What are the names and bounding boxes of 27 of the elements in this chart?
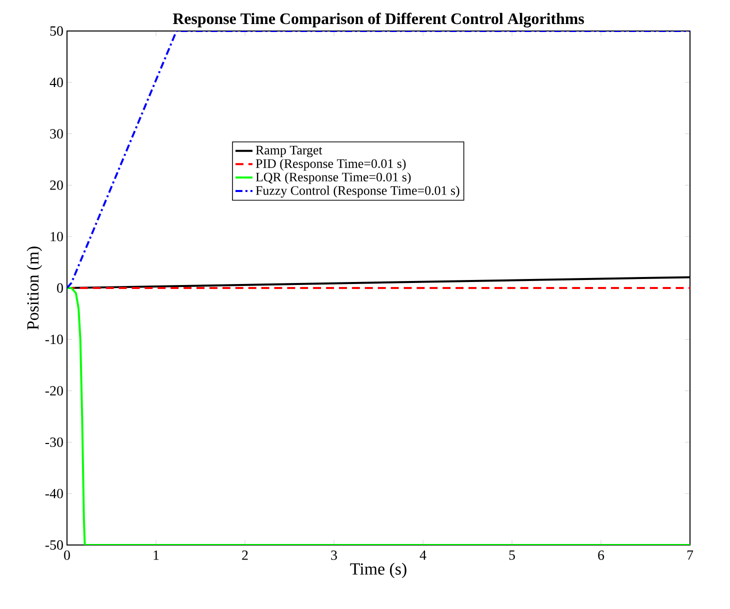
y-tick-label: -10 — [45, 334, 63, 344]
y-tick-label: 50 — [50, 26, 63, 36]
y-tick-label: -20 — [45, 386, 63, 396]
x-tick-label: 4 — [420, 550, 426, 560]
y-tick-label: -40 — [45, 488, 63, 498]
y-tick-label: 40 — [50, 78, 63, 88]
x-tick-label: 2 — [242, 550, 248, 560]
x-tick-label: 3 — [331, 550, 337, 560]
x-tick-label: 7 — [687, 550, 694, 560]
x-tick-label: 1 — [154, 550, 159, 560]
legend-label: Ramp Target — [256, 146, 322, 158]
line-series — [67, 287, 690, 545]
x-axis-title: Time (s) — [350, 562, 406, 578]
y-tick-label: -30 — [45, 437, 63, 447]
legend-label: PID (Response Time=0.01 s) — [256, 158, 406, 171]
y-tick-label: 10 — [50, 232, 63, 242]
y-tick-label: 20 — [50, 180, 63, 190]
x-tick-label: 0 — [64, 550, 70, 560]
chart-title: Response Time Comparison of Different Control Algorithms — [172, 12, 584, 28]
x-tick-label: 5 — [509, 550, 515, 560]
y-tick-label: -50 — [45, 540, 63, 550]
y-tick-label: 30 — [50, 129, 63, 139]
y-axis-title: Position (m) — [26, 246, 42, 330]
y-tick-label: 0 — [57, 283, 63, 293]
x-tick-label: 6 — [598, 550, 604, 560]
legend-label: LQR (Response Time=0.01 s) — [256, 172, 411, 184]
legend-label: Fuzzy Control (Response Time=0.01 s) — [256, 186, 460, 198]
